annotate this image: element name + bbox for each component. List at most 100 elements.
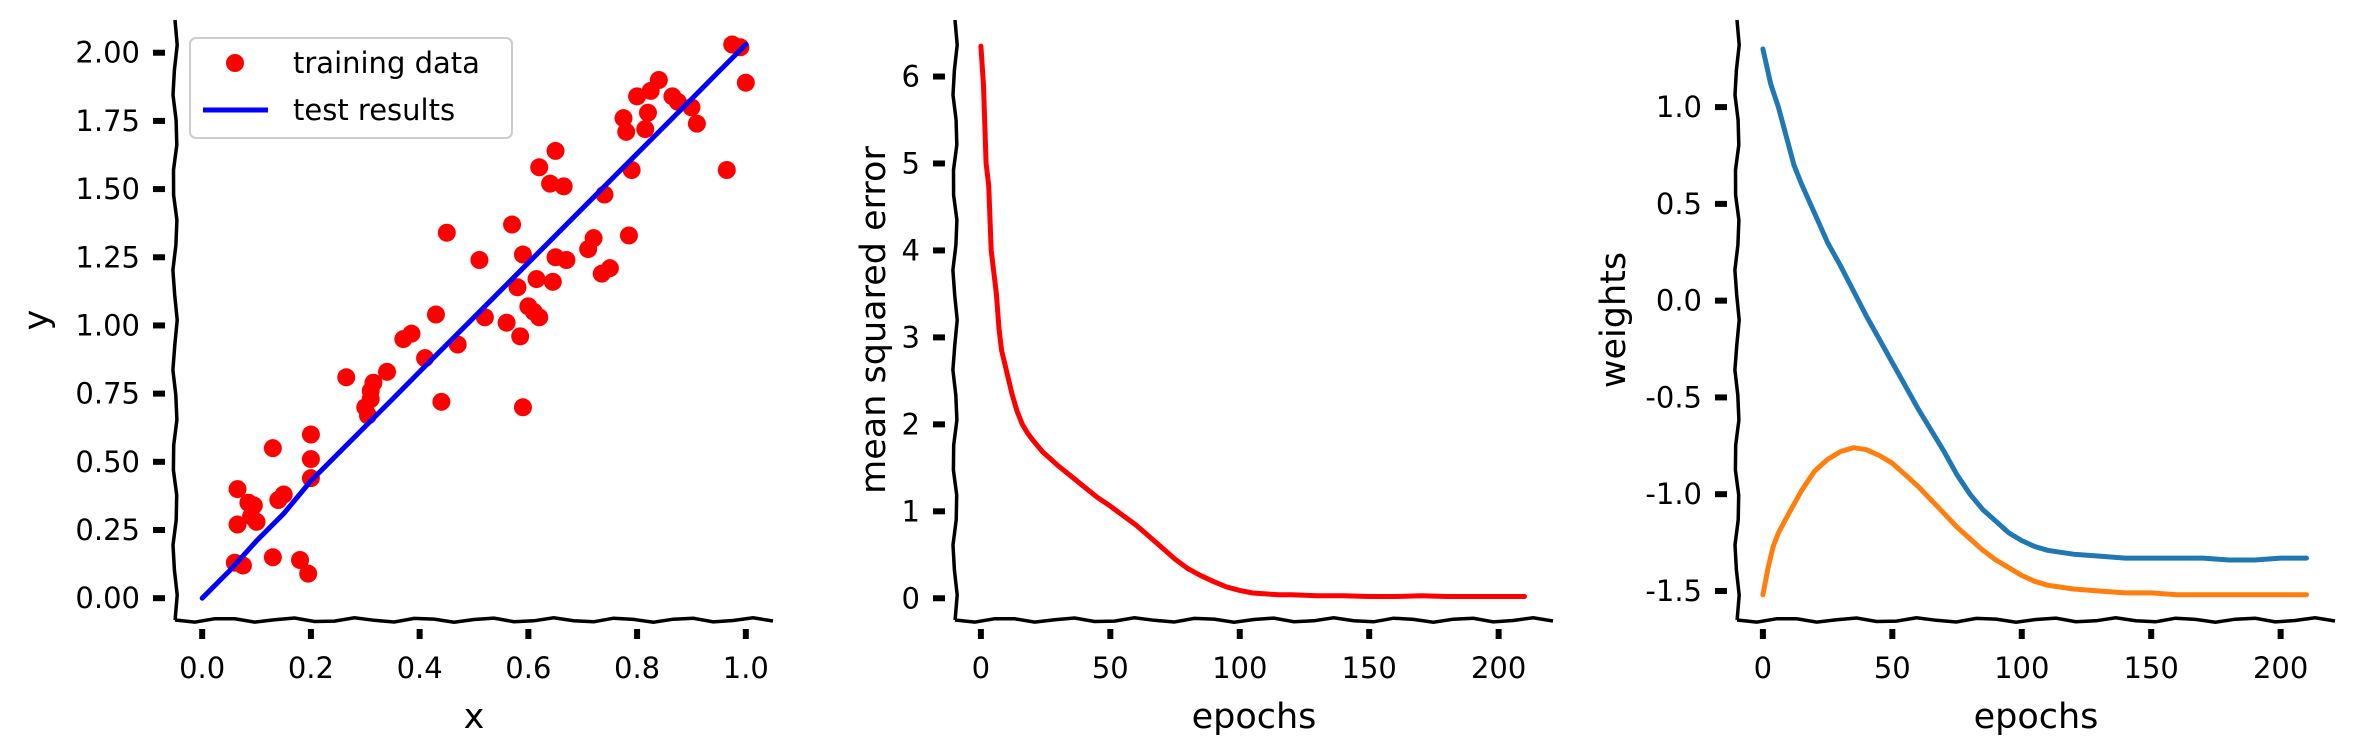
y-tick-label: 0.75 xyxy=(75,377,140,411)
y-tick-label: 2 xyxy=(902,407,920,441)
x-tick-label: 200 xyxy=(2253,651,2308,685)
data-point xyxy=(649,71,668,89)
data-point xyxy=(628,87,647,106)
data-point xyxy=(291,551,310,569)
y-tick-label: 6 xyxy=(902,60,920,94)
data-point xyxy=(247,512,266,531)
y-tick-label: 1.00 xyxy=(75,308,140,342)
data-point xyxy=(546,141,565,160)
data-point xyxy=(600,259,619,278)
y-tick-label: 0.5 xyxy=(1656,187,1702,221)
y-tick-label: 1.75 xyxy=(75,104,140,138)
data-point xyxy=(619,226,638,245)
data-point xyxy=(228,515,247,534)
y-tick-label: 2.00 xyxy=(75,36,140,70)
data-point xyxy=(530,158,549,177)
data-point xyxy=(497,313,516,332)
data-point xyxy=(263,548,282,567)
data-point xyxy=(636,120,655,139)
data-point xyxy=(244,496,263,515)
y-tick-label: 0.50 xyxy=(75,445,140,479)
data-point xyxy=(554,177,573,196)
data-point xyxy=(717,161,736,179)
legend-label: training data xyxy=(293,46,480,80)
x-tick-label: 0.4 xyxy=(397,651,443,685)
x-tick-label: 150 xyxy=(2124,651,2179,685)
y-axis-spine xyxy=(951,19,959,621)
y-tick-label: 0.25 xyxy=(75,513,140,547)
data-point xyxy=(541,174,560,193)
x-tick-label: 50 xyxy=(1092,651,1129,685)
y-tick-label: 5 xyxy=(902,146,920,180)
y-tick-label: 4 xyxy=(902,233,920,267)
legend: training data test results xyxy=(189,37,513,139)
x-tick-label: 1.0 xyxy=(723,651,769,685)
data-point xyxy=(530,308,549,327)
x-tick-label: 0.8 xyxy=(614,651,660,685)
y-tick-label: 0.0 xyxy=(1656,284,1702,318)
data-point xyxy=(508,278,527,297)
x-tick-label: 0.0 xyxy=(179,651,225,685)
x-axis-label: x xyxy=(464,697,485,737)
series-line xyxy=(1760,46,2309,563)
legend-label: test results xyxy=(293,93,455,127)
data-point xyxy=(364,373,383,392)
mse-panel: 0 50 100 150 200 0 1 2 3 4 5 6 epochs mean squared er… xyxy=(854,19,1554,737)
data-point xyxy=(263,439,282,458)
y-tick-label: 0 xyxy=(902,581,920,615)
y-tick-label: -1.5 xyxy=(1645,574,1702,608)
y-tick-label: 1.50 xyxy=(75,172,140,206)
data-point xyxy=(638,103,657,122)
series-line xyxy=(978,43,1527,599)
y-axis-label: y xyxy=(17,310,57,331)
data-point xyxy=(584,229,603,248)
x-tick-label: 100 xyxy=(1212,651,1267,685)
data-point xyxy=(503,215,522,234)
data-point xyxy=(426,305,445,324)
x-tick-label: 0.2 xyxy=(288,651,334,685)
data-point xyxy=(513,398,532,417)
y-tick-label: 1.25 xyxy=(75,240,140,274)
y-axis-spine xyxy=(171,19,179,621)
x-tick-label: 0.6 xyxy=(505,651,551,685)
y-tick-label: -1.0 xyxy=(1645,477,1702,511)
x-axis-spine xyxy=(1736,616,2336,624)
data-point xyxy=(557,251,576,269)
data-point xyxy=(299,564,318,583)
data-point xyxy=(543,272,562,291)
data-point xyxy=(437,223,456,242)
data-point xyxy=(402,324,421,343)
y-axis-label: weights xyxy=(1594,252,1634,388)
y-tick-label: 3 xyxy=(902,320,920,354)
y-tick-label: -0.5 xyxy=(1645,380,1702,414)
data-point xyxy=(687,114,706,133)
x-tick-label: 0 xyxy=(1754,651,1772,685)
data-point xyxy=(432,392,451,411)
data-point xyxy=(274,485,293,504)
data-point xyxy=(614,109,633,128)
series-line xyxy=(1760,445,2309,598)
x-tick-label: 200 xyxy=(1471,651,1526,685)
x-axis-label: epochs xyxy=(1192,697,1317,737)
data-point xyxy=(301,450,320,469)
x-tick-label: 100 xyxy=(1994,651,2049,685)
data-point xyxy=(228,480,247,499)
legend-marker xyxy=(226,54,244,72)
x-axis-spine xyxy=(174,616,774,624)
y-tick-label: 1.0 xyxy=(1656,90,1702,124)
x-axis-spine xyxy=(954,616,1554,624)
data-point xyxy=(378,362,397,381)
x-tick-label: 50 xyxy=(1874,651,1911,685)
y-tick-label: 1 xyxy=(902,494,920,528)
data-point xyxy=(617,122,636,141)
data-point xyxy=(301,425,320,444)
y-tick-label: 0.00 xyxy=(75,581,140,615)
x-axis-label: epochs xyxy=(1974,697,2099,737)
series-line xyxy=(199,42,749,601)
x-tick-label: 150 xyxy=(1342,651,1397,685)
y-axis-spine xyxy=(1733,19,1741,621)
data-point xyxy=(511,327,530,346)
data-point xyxy=(736,73,755,92)
y-axis-label: mean squared error xyxy=(854,146,894,494)
